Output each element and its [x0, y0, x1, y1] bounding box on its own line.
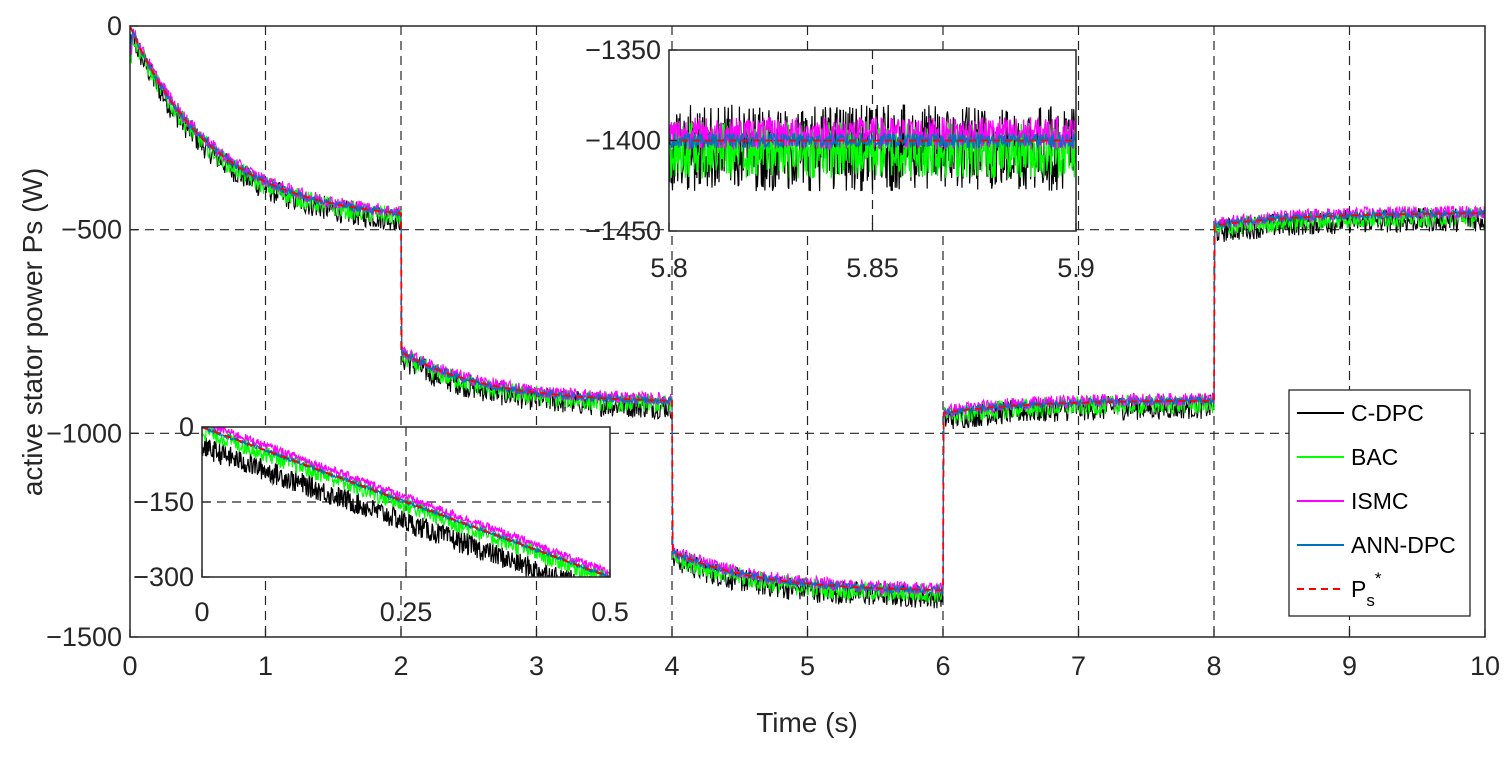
- bot-x-tick-label: 0.5: [591, 597, 629, 627]
- top-x-tick-label: 5.9: [1057, 253, 1095, 283]
- legend-label-bac: BAC: [1351, 444, 1398, 470]
- legend-label-ps-ref: Ps*: [1351, 569, 1382, 610]
- inset-top-y-ticks: −1350 −1400 −1450: [585, 35, 677, 246]
- main-x-tick-label: 7: [1071, 651, 1086, 681]
- bot-x-tick-label: 0: [194, 597, 209, 627]
- inset-bottom: 0 0.25 0.5 0 −150 −300: [133, 412, 629, 627]
- main-y-tick-label: 0: [107, 11, 122, 41]
- main-x-ticks: 0 1 2 3 4 5 6 7 8 9 10: [122, 629, 1500, 681]
- main-x-tick-label: 3: [529, 651, 544, 681]
- top-y-tick-label: −1400: [585, 126, 661, 156]
- inset-bottom-series-ps: [202, 427, 610, 577]
- legend-ref-sup: *: [1375, 569, 1382, 588]
- legend: C-DPC BAC ISMC ANN-DPC Ps*: [1288, 389, 1471, 617]
- main-y-tick-label: −500: [61, 215, 122, 245]
- main-y-tick-label: −1000: [46, 418, 122, 448]
- inset-bottom-series-c-dpc: [202, 437, 591, 577]
- top-x-tick-label: 5.85: [846, 253, 899, 283]
- main-series: [130, 26, 1485, 609]
- series-line-ps: [130, 26, 1485, 592]
- inset-top-x-ticks: 5.8 5.85 5.9: [650, 223, 1095, 283]
- bot-y-tick-label: −300: [133, 562, 194, 592]
- bot-y-tick-label: −150: [133, 487, 194, 517]
- main-x-tick-label: 0: [122, 651, 137, 681]
- x-axis-label: Time (s): [756, 707, 858, 738]
- legend-label-ismc: ISMC: [1351, 488, 1409, 514]
- main-x-tick-label: 6: [935, 651, 950, 681]
- inset-bottom-series-ismc: [203, 427, 610, 576]
- inset-top-series: [669, 104, 1076, 192]
- legend-ref-sub: s: [1366, 591, 1375, 610]
- legend-box: [1288, 389, 1471, 617]
- legend-items: C-DPC BAC ISMC ANN-DPC: [1297, 400, 1456, 558]
- legend-ref-main: P: [1351, 576, 1366, 602]
- top-x-tick-label: 5.8: [650, 253, 688, 283]
- main-x-tick-label: 2: [393, 651, 408, 681]
- y-axis-label: active stator power Ps (W): [17, 168, 48, 496]
- bot-x-tick-label: 0.25: [380, 597, 433, 627]
- top-y-tick-label: −1450: [585, 216, 661, 246]
- main-y-ticks: 0 −500 −1000 −1500: [46, 11, 138, 652]
- legend-label-c-dpc: C-DPC: [1351, 400, 1424, 426]
- inset-top: 5.8 5.85 5.9 −1350 −1400 −1450: [585, 35, 1095, 283]
- inset-bottom-x-ticks: 0 0.25 0.5: [194, 569, 629, 627]
- inset-bottom-y-ticks: 0 −150 −300: [133, 412, 210, 592]
- bot-y-tick-label: 0: [179, 412, 194, 442]
- main-x-tick-label: 1: [258, 651, 273, 681]
- main-x-tick-label: 9: [1342, 651, 1357, 681]
- top-y-tick-label: −1350: [585, 35, 661, 65]
- legend-label-ann-dpc: ANN-DPC: [1351, 532, 1456, 558]
- main-x-tick-label: 8: [1206, 651, 1221, 681]
- main-x-tick-label: 5: [800, 651, 815, 681]
- inset-bottom-series: [202, 427, 610, 577]
- main-x-tick-label: 4: [664, 651, 679, 681]
- main-x-tick-label: 10: [1470, 651, 1500, 681]
- main-y-tick-label: −1500: [46, 622, 122, 652]
